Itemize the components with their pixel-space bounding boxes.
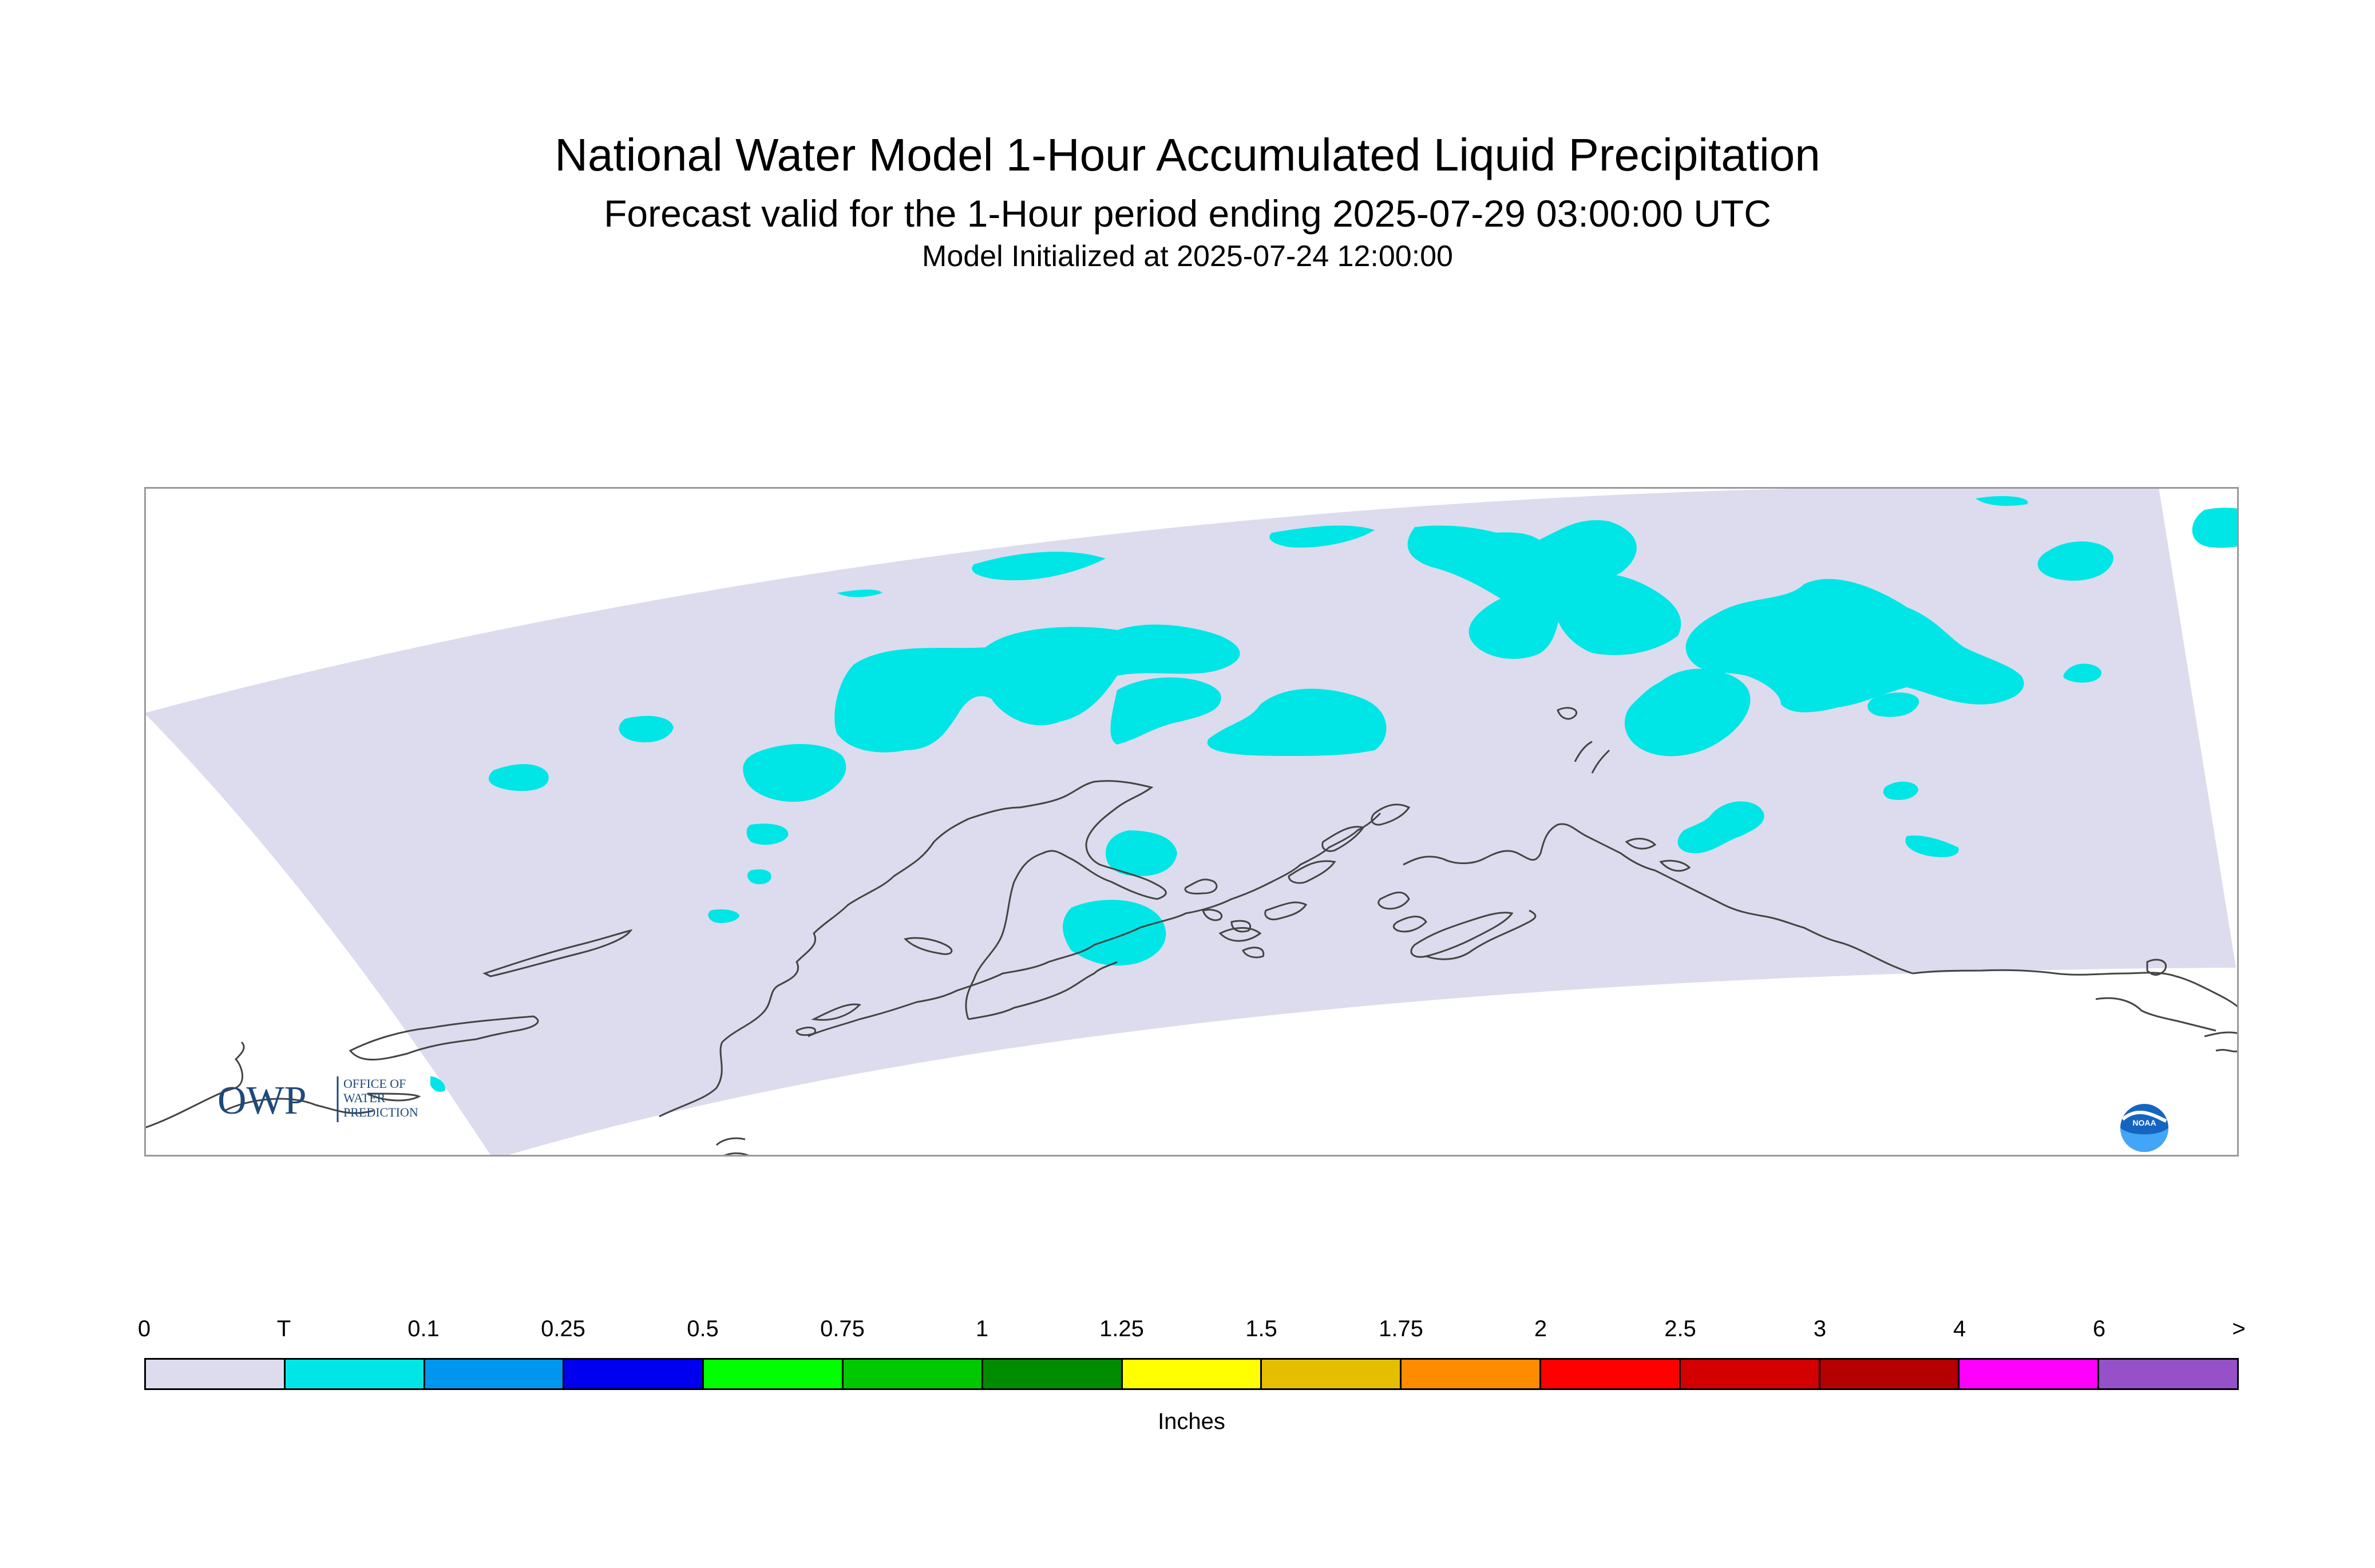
precip-area (972, 552, 1106, 581)
legend-tick-label: 2.5 (1664, 1316, 1696, 1341)
legend-tick-label: 4 (1953, 1316, 1966, 1341)
legend-tick-label: 3 (1813, 1316, 1827, 1341)
precip-area (2063, 663, 2101, 683)
precip-area (1905, 836, 1959, 857)
legend-tick-label: 1.25 (1099, 1316, 1144, 1341)
legend-tick-label: 0.25 (541, 1316, 585, 1341)
precip-legend: 0 T 0.1 0.25 0.5 0.75 1 1.25 1.5 1.75 2 2.5 3 4 6 > Inc… (138, 1316, 2246, 1434)
legend-color-swatch (564, 1360, 704, 1388)
coastlines (144, 707, 2239, 1157)
svg-text:OFFICE OF: OFFICE OF (343, 1076, 406, 1091)
precip-area (430, 1076, 445, 1092)
precip-area (1976, 496, 2028, 506)
legend-colorbar (144, 1358, 2239, 1390)
legend-tick-label: 1.75 (1379, 1316, 1423, 1341)
legend-color-swatch (983, 1360, 1123, 1388)
precip-area (1269, 525, 1375, 548)
precip-area (1207, 688, 1387, 756)
svg-text:NOAA: NOAA (2132, 1118, 2156, 1127)
precip-area (2037, 541, 2113, 581)
precip-area (2192, 508, 2239, 548)
noaa-logo: NOAA (2120, 1104, 2168, 1152)
model-domain (144, 487, 2236, 1157)
legend-color-swatch (2099, 1360, 2237, 1388)
precip-area (1407, 520, 1637, 659)
legend-tick-label: 1.5 (1245, 1316, 1277, 1341)
legend-tick-label: 2 (1534, 1316, 1547, 1341)
precip-area (1883, 781, 1918, 800)
map-frame (144, 487, 2239, 1157)
precip-area (747, 869, 771, 885)
precip-area (837, 589, 882, 597)
legend-tick-label: > (2232, 1316, 2246, 1341)
precip-area (708, 909, 739, 923)
precip-area (746, 823, 789, 845)
legend-tick-label: 1 (975, 1316, 989, 1341)
legend-color-swatch (285, 1360, 425, 1388)
precip-area (1554, 573, 1681, 655)
legend-color-swatch (704, 1360, 844, 1388)
precip-area (1867, 692, 1919, 717)
precip-area (1110, 677, 1221, 745)
legend-color-swatch (1402, 1360, 1541, 1388)
svg-text:PREDICTION: PREDICTION (343, 1105, 418, 1119)
precip-area (1624, 668, 1751, 757)
precip-area (1106, 830, 1177, 876)
trace-precip-areas (430, 496, 2239, 1092)
legend-color-swatch (1960, 1360, 2100, 1388)
legend-tick-label: T (276, 1316, 291, 1341)
precip-area (619, 716, 674, 743)
legend-tick-label: 0.5 (687, 1316, 719, 1341)
legend-tick-label: 6 (2092, 1316, 2106, 1341)
legend-color-swatch (1262, 1360, 1402, 1388)
legend-color-swatch (1820, 1360, 1960, 1388)
owp-logo: OWP OFFICE OF WATER PREDICTION (217, 1076, 418, 1123)
map-title: National Water Model 1-Hour Accumulated … (555, 129, 1820, 180)
precipitation-map: OWP OFFICE OF WATER PREDICTION NOAA (144, 487, 2239, 1157)
precip-area (1677, 801, 1764, 853)
legend-tick-label: 0.1 (407, 1316, 440, 1341)
legend-color-swatch (843, 1360, 983, 1388)
precip-area (1460, 532, 1541, 548)
legend-tick-label: 0 (137, 1316, 151, 1341)
legend-color-swatch (1680, 1360, 1820, 1388)
legend-color-swatch (146, 1360, 286, 1388)
legend-color-swatch (1541, 1360, 1681, 1388)
precip-area (743, 744, 846, 802)
model-init-time: Model Initialized at 2025-07-24 12:00:00 (922, 240, 1453, 273)
map-subtitle: Forecast valid for the 1-Hour period end… (604, 192, 1771, 235)
legend-color-swatch (1122, 1360, 1262, 1388)
precip-area (834, 624, 1240, 753)
precip-area (488, 764, 549, 791)
svg-text:WATER: WATER (343, 1091, 386, 1105)
legend-color-swatch (425, 1360, 565, 1388)
legend-tick-label: 0.75 (820, 1316, 865, 1341)
legend-units: Inches (1158, 1409, 1225, 1434)
precip-area (1774, 584, 1868, 661)
svg-text:OWP: OWP (217, 1079, 307, 1123)
